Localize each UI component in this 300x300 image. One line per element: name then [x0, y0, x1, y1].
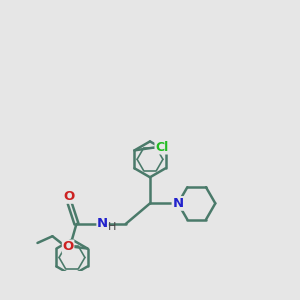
- Text: N: N: [172, 197, 184, 210]
- Text: H: H: [108, 222, 116, 232]
- Text: Cl: Cl: [155, 141, 168, 154]
- Text: O: O: [62, 240, 74, 253]
- Text: N: N: [97, 218, 108, 230]
- Text: N: N: [172, 197, 184, 210]
- Text: O: O: [63, 190, 75, 203]
